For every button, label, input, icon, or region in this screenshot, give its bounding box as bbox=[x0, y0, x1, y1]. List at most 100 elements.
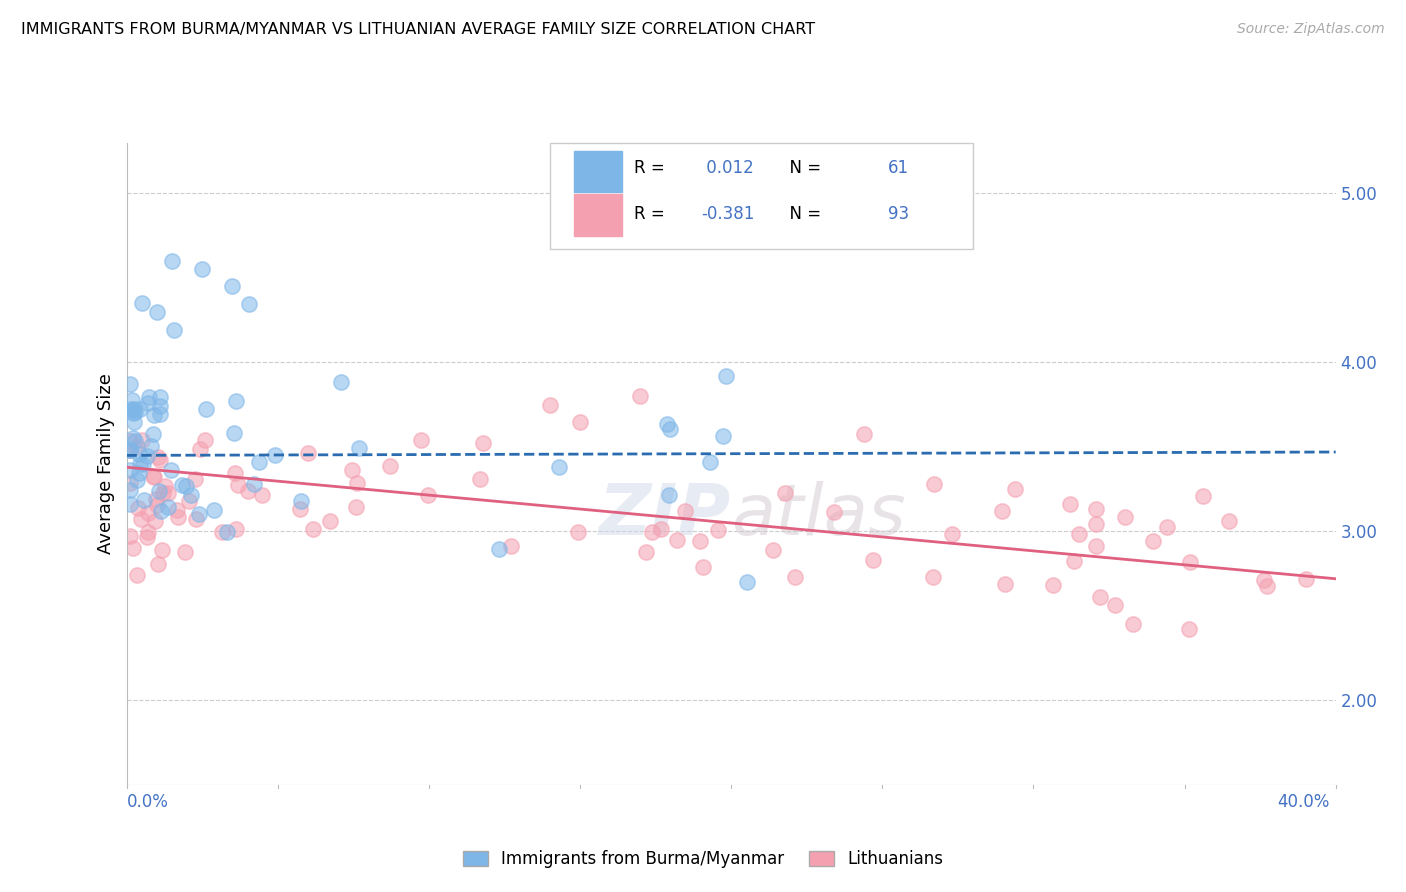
Point bbox=[1122, 617, 1144, 632]
Point bbox=[290, 494, 312, 508]
Text: R =: R = bbox=[634, 159, 671, 177]
Point bbox=[922, 477, 945, 491]
Point bbox=[862, 552, 884, 566]
Point bbox=[118, 443, 141, 458]
Point bbox=[172, 478, 194, 492]
Point bbox=[329, 376, 352, 390]
Point bbox=[142, 427, 165, 442]
Point bbox=[120, 401, 142, 416]
Point bbox=[141, 439, 163, 453]
Point bbox=[247, 455, 270, 469]
Point bbox=[157, 485, 180, 500]
Point bbox=[167, 510, 190, 524]
Point bbox=[650, 521, 672, 535]
Point bbox=[120, 476, 142, 491]
Point bbox=[547, 460, 569, 475]
Point bbox=[1180, 555, 1202, 569]
Point bbox=[136, 396, 159, 410]
Point bbox=[1114, 510, 1136, 524]
Point bbox=[297, 446, 319, 460]
Point bbox=[655, 417, 678, 431]
Point bbox=[176, 479, 198, 493]
Point bbox=[188, 507, 211, 521]
Point bbox=[641, 524, 664, 539]
Point bbox=[242, 477, 264, 491]
Point bbox=[1256, 579, 1278, 593]
Point bbox=[122, 415, 145, 429]
Point bbox=[264, 448, 287, 462]
Point bbox=[468, 472, 491, 486]
Point bbox=[122, 402, 145, 417]
Point bbox=[762, 542, 785, 557]
Point bbox=[1063, 554, 1085, 568]
Point bbox=[118, 529, 141, 543]
Point bbox=[340, 463, 363, 477]
Point bbox=[194, 402, 217, 417]
Point bbox=[142, 408, 165, 422]
Point bbox=[538, 398, 561, 412]
Text: IMMIGRANTS FROM BURMA/MYANMAR VS LITHUANIAN AVERAGE FAMILY SIZE CORRELATION CHAR: IMMIGRANTS FROM BURMA/MYANMAR VS LITHUAN… bbox=[21, 22, 815, 37]
Point bbox=[824, 505, 846, 519]
Point bbox=[658, 422, 681, 436]
Point bbox=[118, 442, 141, 457]
Point bbox=[409, 433, 432, 447]
Point bbox=[145, 491, 167, 506]
Point bbox=[1156, 520, 1178, 534]
Point bbox=[160, 463, 183, 477]
Point bbox=[783, 570, 806, 584]
Point bbox=[146, 450, 169, 464]
Point bbox=[120, 442, 142, 457]
Point bbox=[127, 568, 149, 582]
Point bbox=[202, 503, 225, 517]
Point bbox=[149, 390, 172, 404]
Text: ZIP: ZIP bbox=[599, 481, 731, 549]
Point bbox=[228, 478, 250, 492]
Point bbox=[128, 457, 150, 471]
Point bbox=[499, 539, 522, 553]
Point bbox=[1085, 539, 1108, 553]
Text: 0.012: 0.012 bbox=[700, 159, 754, 177]
Point bbox=[118, 376, 141, 391]
Point bbox=[1253, 573, 1275, 587]
Point bbox=[118, 462, 141, 476]
Point bbox=[124, 405, 146, 419]
Point bbox=[191, 262, 214, 277]
Point bbox=[1295, 573, 1317, 587]
Point bbox=[131, 433, 153, 447]
Point bbox=[150, 543, 173, 558]
Point bbox=[122, 541, 145, 556]
Point bbox=[224, 425, 246, 440]
Text: 40.0%: 40.0% bbox=[1278, 793, 1330, 811]
Point bbox=[142, 469, 165, 483]
Text: 93: 93 bbox=[889, 205, 910, 223]
Point bbox=[132, 493, 155, 508]
Point bbox=[418, 488, 440, 502]
Point bbox=[666, 533, 689, 547]
Point bbox=[149, 399, 172, 413]
FancyBboxPatch shape bbox=[574, 151, 623, 193]
Point bbox=[125, 440, 148, 454]
Point bbox=[211, 525, 233, 540]
Point bbox=[1191, 489, 1213, 503]
Point bbox=[567, 524, 589, 539]
Point bbox=[1218, 514, 1240, 528]
Point bbox=[344, 500, 367, 514]
Point bbox=[319, 514, 342, 528]
Point bbox=[288, 501, 311, 516]
Point bbox=[124, 434, 146, 449]
Point bbox=[1059, 497, 1081, 511]
Point bbox=[118, 434, 141, 449]
Point bbox=[146, 499, 169, 513]
Point bbox=[221, 279, 243, 293]
Point bbox=[630, 389, 652, 403]
Point bbox=[1142, 534, 1164, 549]
Point bbox=[1178, 623, 1201, 637]
Point bbox=[136, 449, 159, 463]
Text: 0.0%: 0.0% bbox=[127, 793, 169, 811]
Point bbox=[136, 506, 159, 520]
Point bbox=[149, 453, 172, 467]
Point bbox=[346, 476, 368, 491]
Point bbox=[568, 415, 592, 429]
Point bbox=[1085, 501, 1108, 516]
Point bbox=[128, 447, 150, 461]
